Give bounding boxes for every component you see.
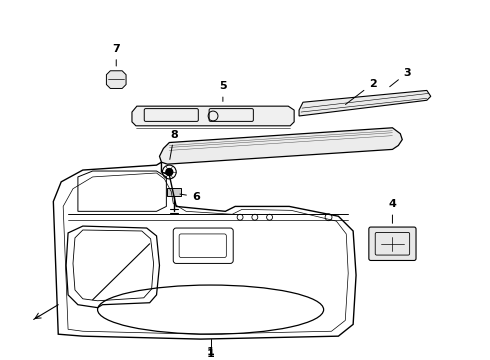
Text: 6: 6	[180, 192, 200, 202]
Text: 1: 1	[207, 347, 215, 357]
FancyBboxPatch shape	[369, 227, 416, 261]
Polygon shape	[299, 90, 431, 116]
Text: 1: 1	[207, 349, 215, 359]
Text: 3: 3	[390, 68, 411, 87]
Text: 5: 5	[219, 81, 227, 102]
Polygon shape	[159, 128, 402, 164]
Polygon shape	[168, 188, 181, 195]
Circle shape	[166, 168, 173, 175]
Polygon shape	[106, 71, 126, 89]
Text: 7: 7	[112, 44, 120, 66]
Text: 4: 4	[389, 199, 396, 223]
Text: 2: 2	[345, 78, 377, 104]
Text: 8: 8	[170, 130, 178, 159]
Polygon shape	[132, 106, 294, 126]
